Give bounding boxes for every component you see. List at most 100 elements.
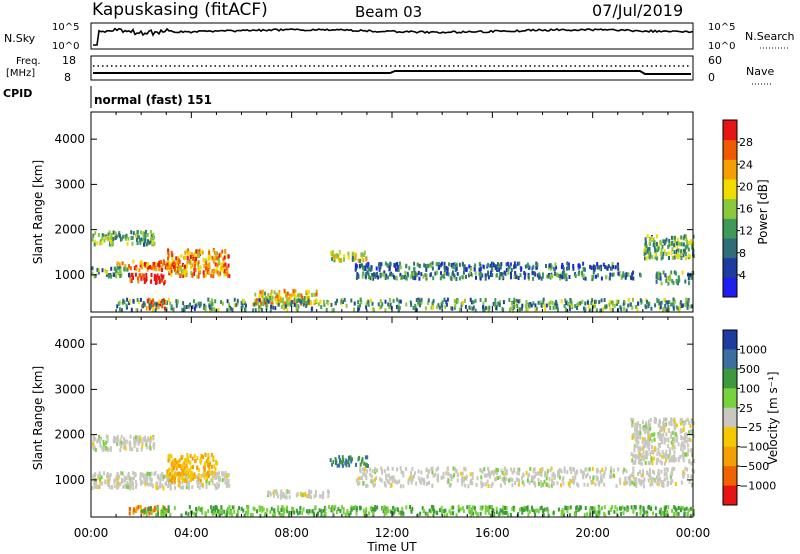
beam-title: Beam 03: [355, 3, 422, 21]
power-colorbar-swatch: [723, 120, 737, 141]
velocity-colorbar-tick: −100: [739, 441, 769, 454]
power-colorbar-label: Power [dB]: [756, 179, 770, 244]
velocity-colorbar-swatch: [723, 446, 737, 467]
power-colorbar-swatch: [723, 257, 737, 278]
scatter-region-9: [355, 270, 642, 282]
x-tick-label: 00:00: [74, 526, 109, 540]
velocity-colorbar-swatch: [723, 330, 737, 350]
power-colorbar-swatch: [723, 238, 737, 259]
power-data-cells: [91, 229, 695, 313]
noise-tick-top-left: 10^5: [52, 22, 79, 33]
scatter-region-4: [266, 489, 330, 500]
date-title: 07/Jul/2019: [592, 1, 683, 20]
velocity-colorbar-tick: 1000: [739, 343, 767, 356]
cpid-value: normal (fast) 151: [94, 93, 212, 107]
power-colorbar: 4 8 12 16 20 24 28: [722, 119, 753, 298]
noise-trace: [93, 27, 694, 46]
y-tick-label: 3000: [54, 382, 85, 396]
power-axes: 1000 2000 3000 4000: [54, 112, 694, 312]
velocity-colorbar-tick: 500: [739, 363, 760, 376]
x-axis-label: Time UT: [366, 540, 417, 554]
scatter-region-4: [91, 229, 156, 247]
nave-tick-top: 60: [708, 54, 722, 67]
y-tick-label: 2000: [54, 428, 85, 442]
velocity-colorbar: 1000 500 100 25 −25 −100 −500 −1000: [722, 329, 776, 506]
y-tick-label: 1000: [54, 268, 85, 282]
power-colorbar-tick: 16: [739, 203, 753, 216]
velocity-panel: 1000 2000 3000 4000: [54, 316, 695, 518]
velocity-ylabel: Slant Range [km]: [31, 366, 45, 470]
noise-tick-top-right: 10^5: [708, 22, 735, 33]
freq-trace: [93, 70, 691, 75]
velocity-colorbar-swatch: [723, 427, 737, 448]
scatter-region-2: [166, 452, 219, 484]
nave-label: Nave: [746, 65, 774, 78]
y-tick-label: 4000: [54, 337, 85, 351]
scatter-region-1: [129, 272, 166, 286]
scatter-region-5: [329, 455, 369, 468]
power-ylabel: Slant Range [km]: [31, 160, 45, 264]
x-tick-label: 12:00: [375, 526, 410, 540]
velocity-colorbar-swatch: [723, 368, 737, 389]
power-colorbar-tick: 20: [739, 180, 753, 193]
cpid-label: CPID: [3, 87, 32, 100]
x-tick-label: 00:00: [676, 526, 711, 540]
noise-tick-bottom-right: 10^0: [708, 41, 735, 52]
power-colorbar-swatch: [723, 277, 737, 298]
velocity-colorbar-label: Velocity [m s⁻¹]: [766, 371, 780, 464]
scatter-region-7: [630, 416, 695, 466]
noise-tick-bottom-left: 10^0: [52, 41, 79, 52]
velocity-colorbar-tick: 100: [739, 382, 760, 395]
freq-panel: [90, 55, 694, 81]
x-tick-label: 20:00: [575, 526, 610, 540]
scatter-region-2: [166, 247, 231, 279]
y-tick-label: 2000: [54, 223, 85, 237]
power-colorbar-tick: 28: [739, 136, 753, 149]
power-colorbar-tick: 4: [739, 269, 746, 282]
velocity-colorbar-swatch: [723, 485, 737, 506]
velocity-colorbar-swatch: [723, 466, 737, 487]
power-colorbar-tick: 8: [739, 247, 746, 260]
nsky-label: N.Sky: [4, 32, 36, 45]
freq-tick-top: 18: [62, 54, 76, 67]
velocity-colorbar-tick: −25: [739, 421, 762, 434]
power-colorbar-swatch: [723, 218, 737, 239]
x-tick-labels: 00:00 04:00 08:00 12:00 16:00 20:00 00:00: [74, 526, 711, 540]
velocity-colorbar-swatch: [723, 388, 737, 409]
scatter-region-5: [91, 265, 131, 279]
power-colorbar-swatch: [723, 179, 737, 200]
freq-label: Freq.: [16, 56, 41, 67]
freq-unit: [MHz]: [6, 68, 35, 79]
scatter-region-8: [354, 261, 620, 272]
power-panel: 1000 2000 3000 4000: [54, 111, 695, 313]
y-tick-label: 1000: [54, 473, 85, 487]
velocity-colorbar-tick: 25: [739, 402, 753, 415]
y-tick-label: 4000: [54, 132, 85, 146]
x-tick-label: 08:00: [274, 526, 309, 540]
velocity-colorbar-swatch: [723, 407, 737, 428]
power-colorbar-swatch: [723, 198, 737, 219]
velocity-colorbar-tick: −1000: [739, 480, 776, 493]
x-tick-label: 16:00: [475, 526, 510, 540]
velocity-colorbar-tick: −500: [739, 460, 769, 473]
velocity-data-cells: [91, 416, 695, 518]
scatter-region-7: [329, 250, 368, 263]
scatter-region-6: [355, 466, 695, 489]
power-colorbar-tick: 12: [739, 225, 753, 238]
power-colorbar-swatch: [723, 139, 737, 160]
velocity-axes: 1000 2000 3000 4000: [54, 317, 694, 517]
power-colorbar-tick: 24: [739, 158, 753, 171]
x-tick-label: 04:00: [174, 526, 209, 540]
scatter-region-8: [141, 504, 695, 518]
freq-tick-bottom: 8: [64, 71, 71, 84]
velocity-colorbar-swatch: [723, 349, 737, 370]
power-colorbar-swatch: [723, 159, 737, 180]
nave-tick-bottom: 0: [708, 71, 715, 84]
y-tick-label: 3000: [54, 177, 85, 191]
scatter-region-10: [643, 234, 695, 261]
scatter-region-0: [92, 434, 156, 453]
nsearch-label: N.Search: [745, 30, 795, 43]
noise-panel: [90, 22, 694, 50]
station-title: Kapuskasing (fitACF): [92, 0, 268, 20]
